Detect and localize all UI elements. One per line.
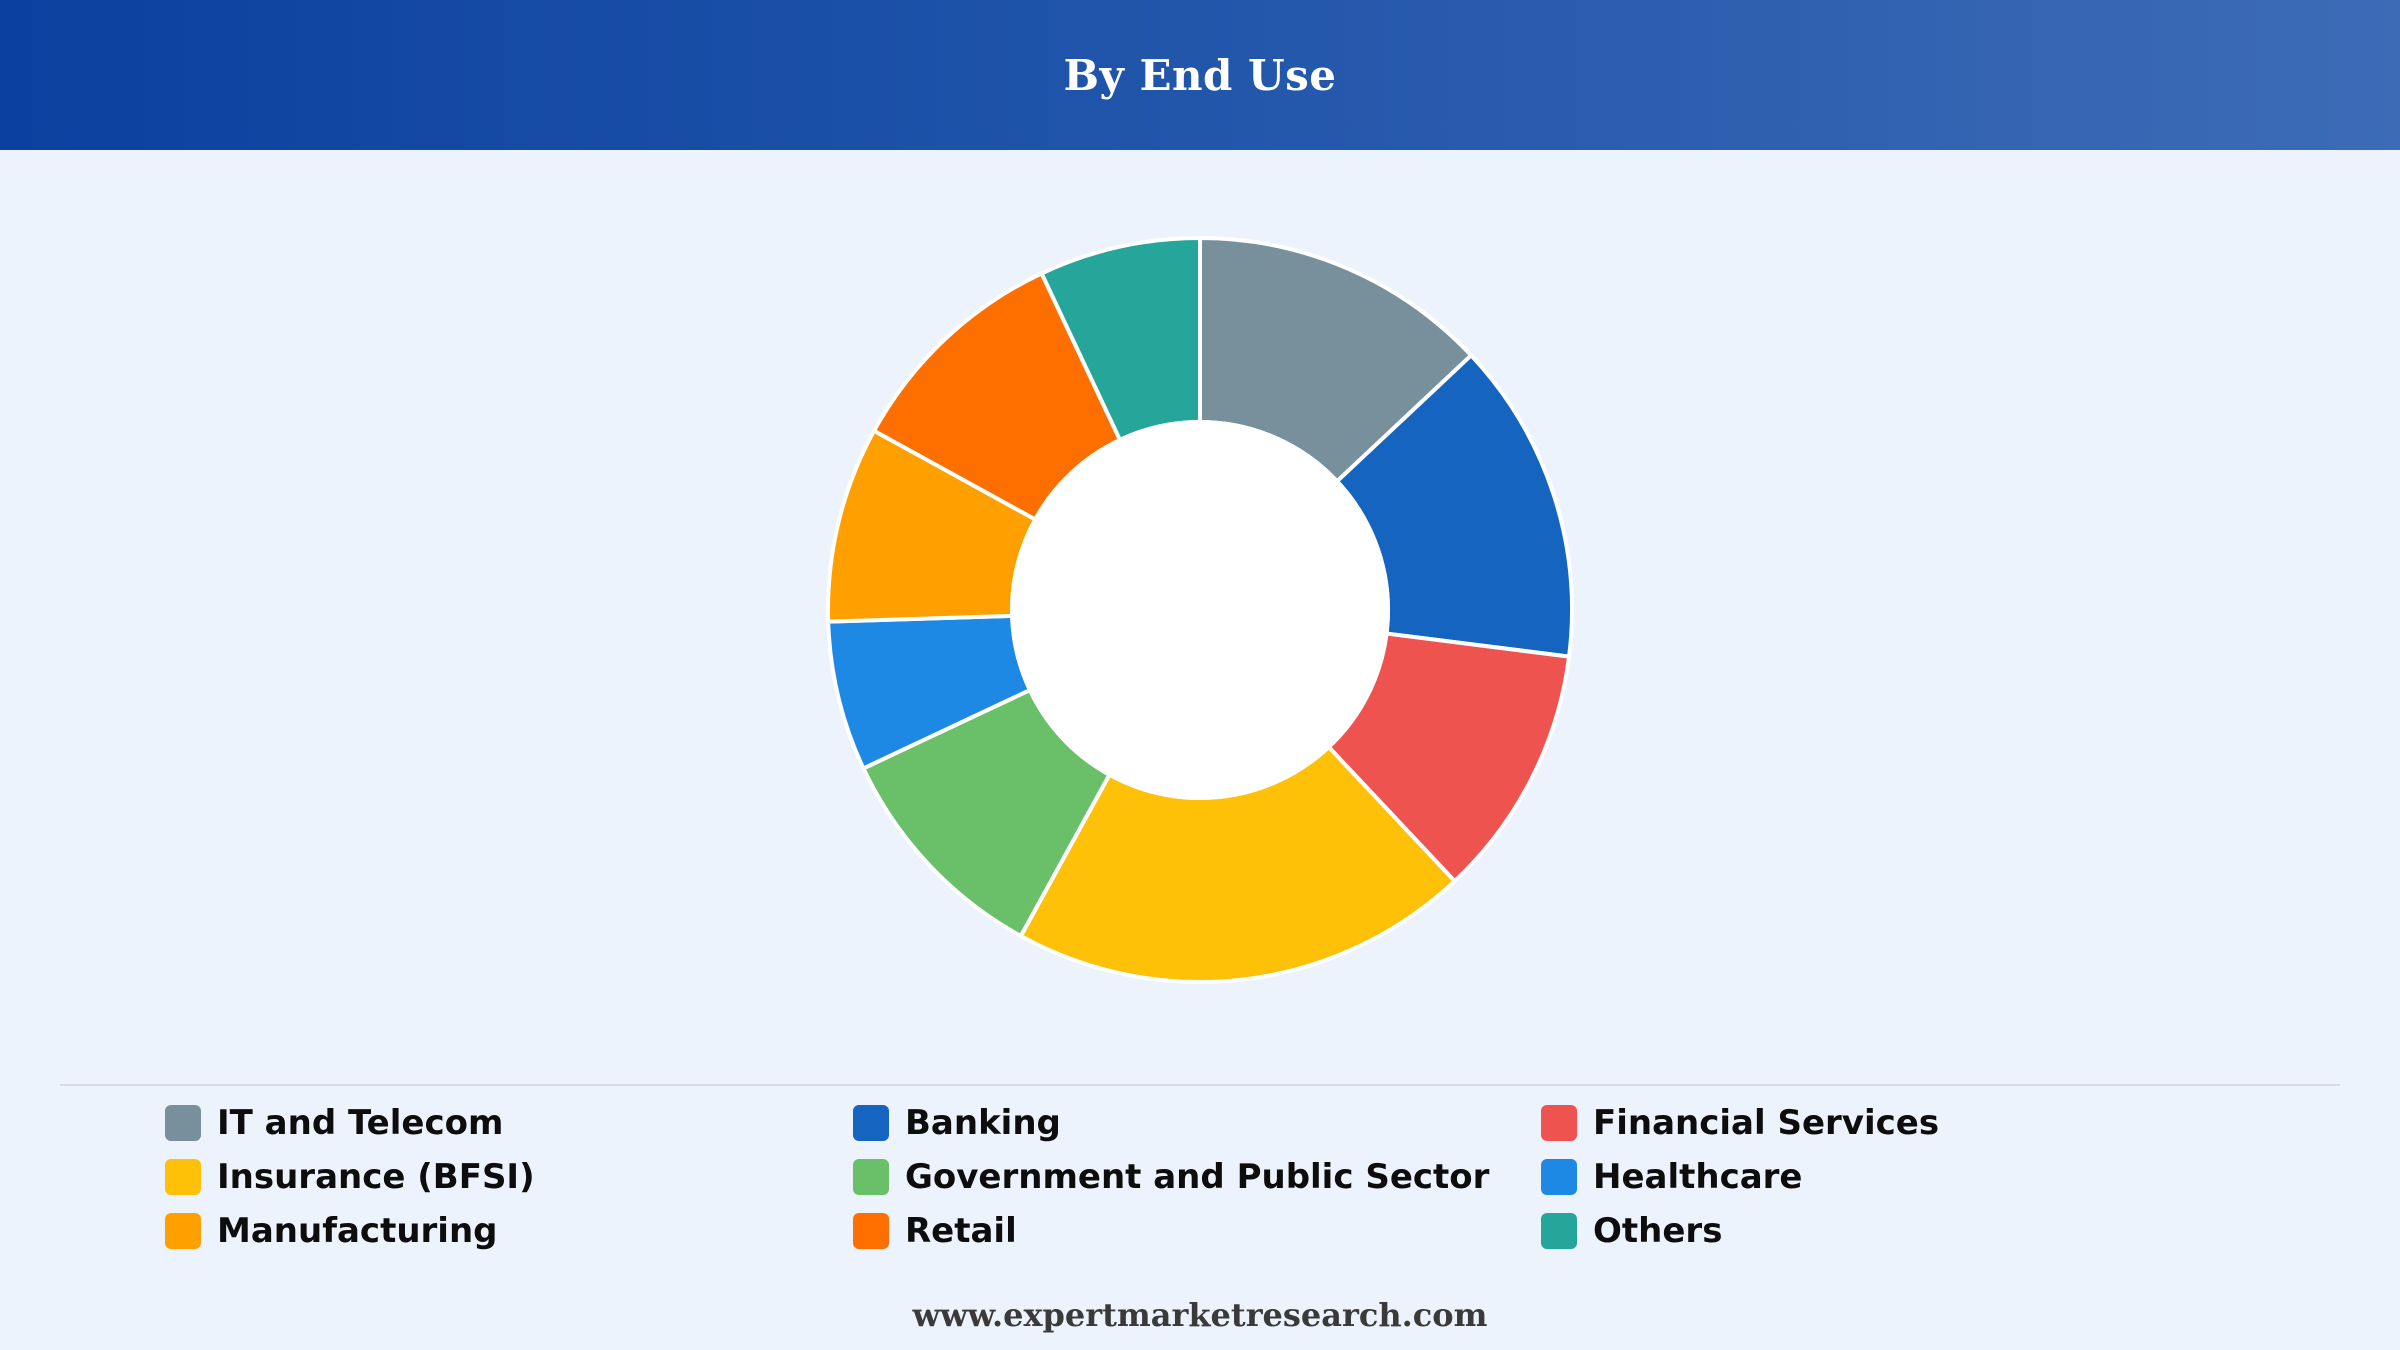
legend-label: Others (1593, 1211, 1723, 1251)
legend-label: Financial Services (1593, 1103, 1940, 1143)
legend-swatch (1541, 1213, 1577, 1249)
legend-swatch (165, 1213, 201, 1249)
legend-label: Healthcare (1593, 1157, 1803, 1197)
legend-swatch (165, 1159, 201, 1195)
header-banner: By End Use (0, 0, 2400, 150)
legend-label: Government and Public Sector (905, 1157, 1490, 1197)
donut-hole (1010, 420, 1390, 800)
legend-swatch (165, 1105, 201, 1141)
legend-item-others: Others (1541, 1204, 2229, 1258)
legend-label: Retail (905, 1211, 1017, 1251)
legend-swatch (853, 1105, 889, 1141)
donut-chart (826, 236, 1574, 984)
chart-title: By End Use (1063, 50, 1337, 100)
legend-item-healthcare: Healthcare (1541, 1150, 2229, 1204)
legend-swatch (1541, 1159, 1577, 1195)
legend-swatch (1541, 1105, 1577, 1141)
legend-item-financial-services: Financial Services (1541, 1096, 2229, 1150)
legend-item-retail: Retail (853, 1204, 1541, 1258)
chart-legend: IT and Telecom Banking Financial Service… (165, 1096, 2265, 1258)
legend-swatch (853, 1213, 889, 1249)
legend-item-banking: Banking (853, 1096, 1541, 1150)
legend-label: Insurance (BFSI) (217, 1157, 535, 1197)
legend-swatch (853, 1159, 889, 1195)
legend-item-government: Government and Public Sector (853, 1150, 1541, 1204)
legend-item-insurance: Insurance (BFSI) (165, 1150, 853, 1204)
legend-label: Banking (905, 1103, 1061, 1143)
legend-label: IT and Telecom (217, 1103, 504, 1143)
footer-url: www.expertmarketresearch.com (912, 1296, 1488, 1334)
divider (60, 1084, 2340, 1086)
legend-item-it-and-telecom: IT and Telecom (165, 1096, 853, 1150)
legend-label: Manufacturing (217, 1211, 498, 1251)
legend-item-manufacturing: Manufacturing (165, 1204, 853, 1258)
